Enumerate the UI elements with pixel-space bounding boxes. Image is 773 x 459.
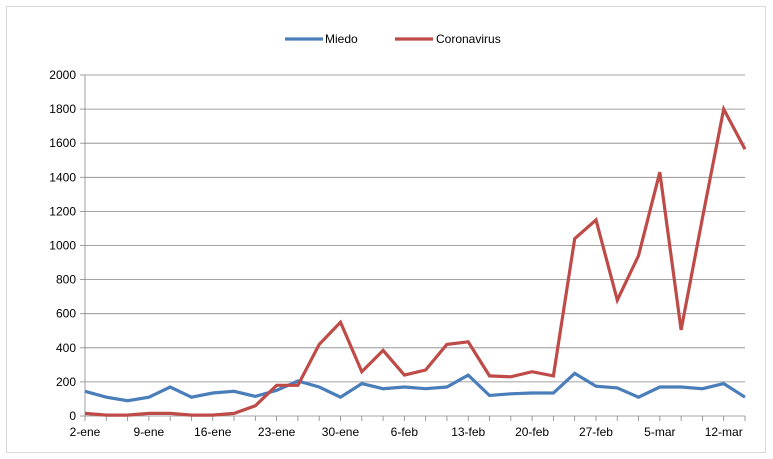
data-point-miedo — [105, 396, 108, 399]
data-point-miedo — [488, 394, 491, 397]
data-point-coronavirus — [488, 374, 491, 377]
data-point-miedo — [467, 373, 470, 376]
data-point-coronavirus — [573, 237, 576, 240]
y-tick-label: 200 — [56, 375, 76, 389]
x-axis-tick-labels: 2-ene 9-ene 16-ene 23-ene 30-ene 6-feb 13-feb 2… — [70, 425, 743, 439]
data-point-miedo — [680, 385, 683, 388]
y-tick-label: 600 — [56, 307, 76, 321]
data-point-coronavirus — [147, 412, 150, 415]
data-point-coronavirus — [637, 254, 640, 257]
legend-label: Miedo — [325, 32, 358, 46]
data-point-coronavirus — [169, 412, 172, 415]
data-point-coronavirus — [296, 384, 299, 387]
x-tick-label: 30-ene — [322, 425, 360, 439]
data-point-coronavirus — [616, 298, 619, 301]
x-tick-label: 20-feb — [515, 425, 549, 439]
data-point-miedo — [722, 382, 725, 385]
data-point-miedo — [318, 385, 321, 388]
legend-item-coronavirus: Coronavirus — [395, 32, 501, 46]
data-point-coronavirus — [424, 368, 427, 371]
data-point-miedo — [445, 385, 448, 388]
axes — [80, 74, 746, 421]
data-point-miedo — [658, 385, 661, 388]
data-point-miedo — [147, 396, 150, 399]
series-line-coronavirus — [84, 104, 747, 417]
chart-frame — [6, 6, 766, 453]
data-point-miedo — [169, 385, 172, 388]
data-point-coronavirus — [83, 412, 86, 415]
series-line-miedo — [84, 371, 746, 403]
data-point-coronavirus — [190, 414, 193, 417]
data-point-miedo — [381, 387, 384, 390]
data-point-coronavirus — [701, 217, 704, 220]
data-point-coronavirus — [722, 108, 725, 111]
gridlines — [85, 74, 745, 383]
data-point-miedo — [509, 392, 512, 395]
data-point-miedo — [83, 390, 86, 393]
y-tick-label: 0 — [69, 409, 76, 423]
data-point-coronavirus — [530, 370, 533, 373]
data-point-coronavirus — [381, 349, 384, 352]
data-point-miedo — [594, 385, 597, 388]
x-tick-label: 16-ene — [194, 425, 232, 439]
y-tick-label: 1800 — [49, 102, 76, 116]
data-point-miedo — [573, 372, 576, 375]
x-tick-label: 2-ene — [70, 425, 101, 439]
x-tick-label: 13-feb — [451, 425, 485, 439]
x-tick-label: 27-feb — [579, 425, 613, 439]
data-point-coronavirus — [339, 321, 342, 324]
data-point-miedo — [616, 386, 619, 389]
data-point-coronavirus — [509, 375, 512, 378]
data-point-coronavirus — [360, 370, 363, 373]
data-point-miedo — [232, 390, 235, 393]
data-point-miedo — [637, 396, 640, 399]
data-point-coronavirus — [594, 218, 597, 221]
data-point-coronavirus — [254, 404, 257, 407]
legend: Miedo Coronavirus — [285, 32, 501, 46]
x-tick-label: 23-ene — [258, 425, 296, 439]
data-point-miedo — [360, 382, 363, 385]
data-point-coronavirus — [403, 373, 406, 376]
x-tick-label: 9-ene — [134, 425, 165, 439]
data-point-coronavirus — [232, 412, 235, 415]
data-point-coronavirus — [467, 340, 470, 343]
data-point-miedo — [339, 396, 342, 399]
data-point-coronavirus — [743, 148, 746, 151]
data-point-miedo — [126, 399, 129, 402]
y-tick-label: 800 — [56, 273, 76, 287]
data-point-miedo — [403, 385, 406, 388]
data-point-miedo — [552, 391, 555, 394]
y-tick-label: 1200 — [49, 204, 76, 218]
data-point-miedo — [254, 395, 257, 398]
series-lines — [83, 104, 747, 417]
y-tick-label: 2000 — [49, 68, 76, 82]
data-point-coronavirus — [318, 343, 321, 346]
data-point-coronavirus — [658, 171, 661, 174]
y-tick-label: 400 — [56, 341, 76, 355]
y-axis-tick-labels: 0 200 400 600 800 1000 1200 1400 1600 1800 2000 — [49, 68, 76, 423]
data-point-coronavirus — [211, 414, 214, 417]
legend-label: Coronavirus — [436, 32, 501, 46]
data-point-miedo — [424, 387, 427, 390]
data-point-miedo — [190, 396, 193, 399]
data-point-miedo — [701, 387, 704, 390]
data-point-coronavirus — [680, 328, 683, 331]
data-point-coronavirus — [552, 374, 555, 377]
legend-item-miedo: Miedo — [285, 32, 358, 46]
x-tick-label: 6-feb — [391, 425, 419, 439]
x-tick-label: 12-mar — [705, 425, 743, 439]
data-point-coronavirus — [105, 414, 108, 417]
data-point-miedo — [530, 391, 533, 394]
data-point-coronavirus — [126, 414, 129, 417]
x-tick-label: 5-mar — [644, 425, 675, 439]
data-point-coronavirus — [275, 384, 278, 387]
y-tick-label: 1600 — [49, 136, 76, 150]
data-point-miedo — [211, 391, 214, 394]
data-point-miedo — [743, 396, 746, 399]
data-point-coronavirus — [445, 343, 448, 346]
data-point-miedo — [275, 389, 278, 392]
y-tick-label: 1000 — [49, 239, 76, 253]
y-tick-label: 1400 — [49, 170, 76, 184]
